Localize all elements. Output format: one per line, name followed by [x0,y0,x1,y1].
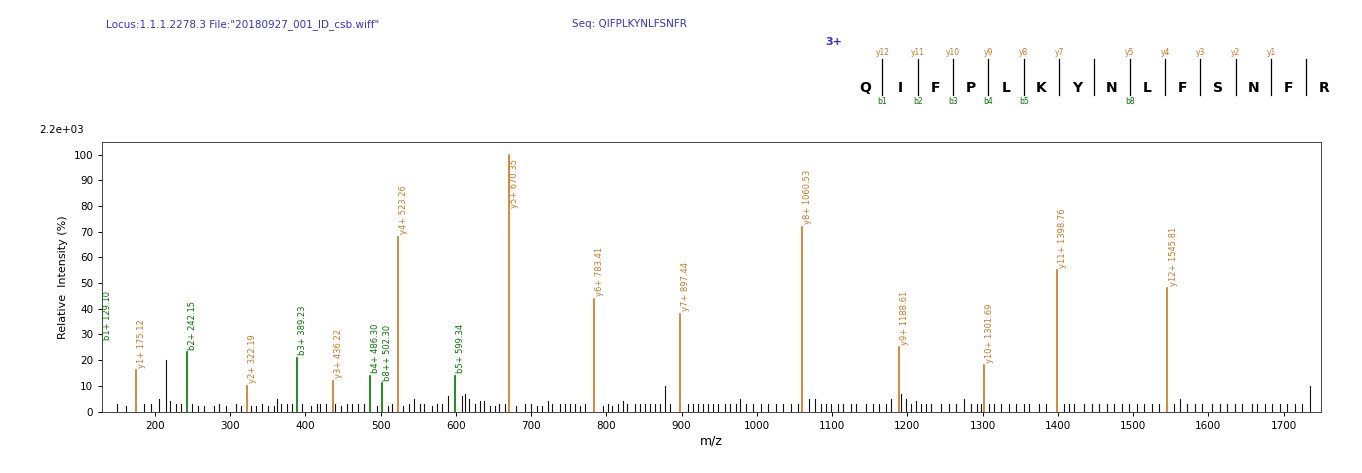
Y-axis label: Relative  Intensity (%): Relative Intensity (%) [59,215,68,339]
Text: y3: y3 [1196,48,1205,57]
Text: b2+ 242.15: b2+ 242.15 [188,301,196,350]
Text: y5: y5 [1125,48,1135,57]
Text: y7+ 897.44: y7+ 897.44 [681,263,689,311]
Text: b3: b3 [948,97,957,106]
Text: K: K [1036,80,1047,95]
X-axis label: m/z: m/z [700,435,723,448]
Text: y7: y7 [1054,48,1064,57]
Text: b1: b1 [877,97,887,106]
Text: R: R [1318,80,1329,95]
Text: y11: y11 [911,48,925,57]
Text: y4: y4 [1160,48,1170,57]
Text: y9+ 1188.61: y9+ 1188.61 [900,290,908,345]
Text: Seq: QIFPLKYNLFSNFR: Seq: QIFPLKYNLFSNFR [572,19,686,29]
Text: y3+ 436.22: y3+ 436.22 [334,329,343,378]
Text: N: N [1106,80,1118,95]
Text: y1+ 175.12: y1+ 175.12 [138,319,146,368]
Text: F: F [930,80,940,95]
Text: b4+ 486.30: b4+ 486.30 [372,324,380,373]
Text: y10+ 1301.69: y10+ 1301.69 [985,303,994,363]
Text: S: S [1214,80,1223,95]
Text: F: F [1178,80,1188,95]
Text: y6+ 783.41: y6+ 783.41 [595,247,603,296]
Text: Y: Y [1072,80,1081,95]
Text: y8+ 1060.53: y8+ 1060.53 [804,170,813,224]
Text: N: N [1248,80,1258,95]
Text: y12+ 1545.81: y12+ 1545.81 [1169,227,1178,286]
Text: b5: b5 [1019,97,1028,106]
Text: y1: y1 [1267,48,1276,57]
Text: b5+ 599.34: b5+ 599.34 [456,324,466,373]
Text: L: L [1001,80,1011,95]
Text: L: L [1143,80,1152,95]
Text: y12: y12 [876,48,889,57]
Text: y10: y10 [947,48,960,57]
Text: I: I [898,80,903,95]
Text: b4: b4 [983,97,993,106]
Text: y8: y8 [1019,48,1028,57]
Text: y11+ 1398.76: y11+ 1398.76 [1058,208,1066,268]
Text: P: P [966,80,977,95]
Text: 3+: 3+ [825,37,842,47]
Text: y2+ 322.19: y2+ 322.19 [248,334,257,383]
Text: b3+ 389.23: b3+ 389.23 [298,306,308,355]
Text: y4+ 523.26: y4+ 523.26 [399,185,409,234]
Text: Q: Q [859,80,870,95]
Text: 2.2e+03: 2.2e+03 [39,125,84,135]
Text: b8: b8 [1125,97,1135,106]
Text: b1+ 129.10: b1+ 129.10 [102,290,112,340]
Text: y5+ 670.35: y5+ 670.35 [509,158,519,208]
Text: y2: y2 [1231,48,1241,57]
Text: b2: b2 [913,97,922,106]
Text: b8++ 502.30: b8++ 502.30 [384,324,392,381]
Text: F: F [1284,80,1294,95]
Text: Locus:1.1.1.2278.3 File:"20180927_001_ID_csb.wiff": Locus:1.1.1.2278.3 File:"20180927_001_ID… [106,19,380,30]
Text: y9: y9 [983,48,993,57]
